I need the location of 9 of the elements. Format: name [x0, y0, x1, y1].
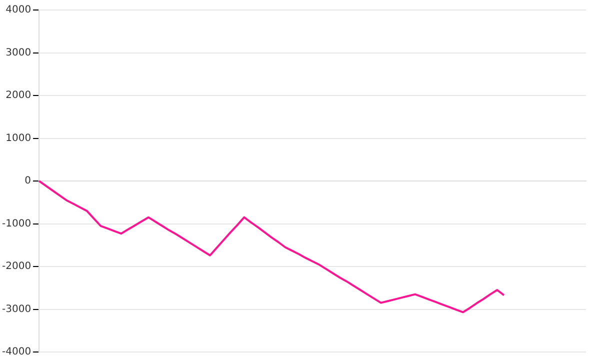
y-tick-label: 4000: [6, 4, 32, 16]
y-tick-label: -2000: [2, 261, 32, 272]
y-tick-label: -1000: [2, 218, 32, 230]
y-tick-label: 1000: [6, 132, 32, 144]
y-tick-label: -3000: [2, 304, 32, 315]
y-tick-label: 3000: [6, 47, 32, 58]
y-tick-label: 0: [24, 176, 32, 187]
y-tick-label: 2000: [6, 90, 32, 102]
y-tick-label: -4000: [2, 346, 32, 358]
